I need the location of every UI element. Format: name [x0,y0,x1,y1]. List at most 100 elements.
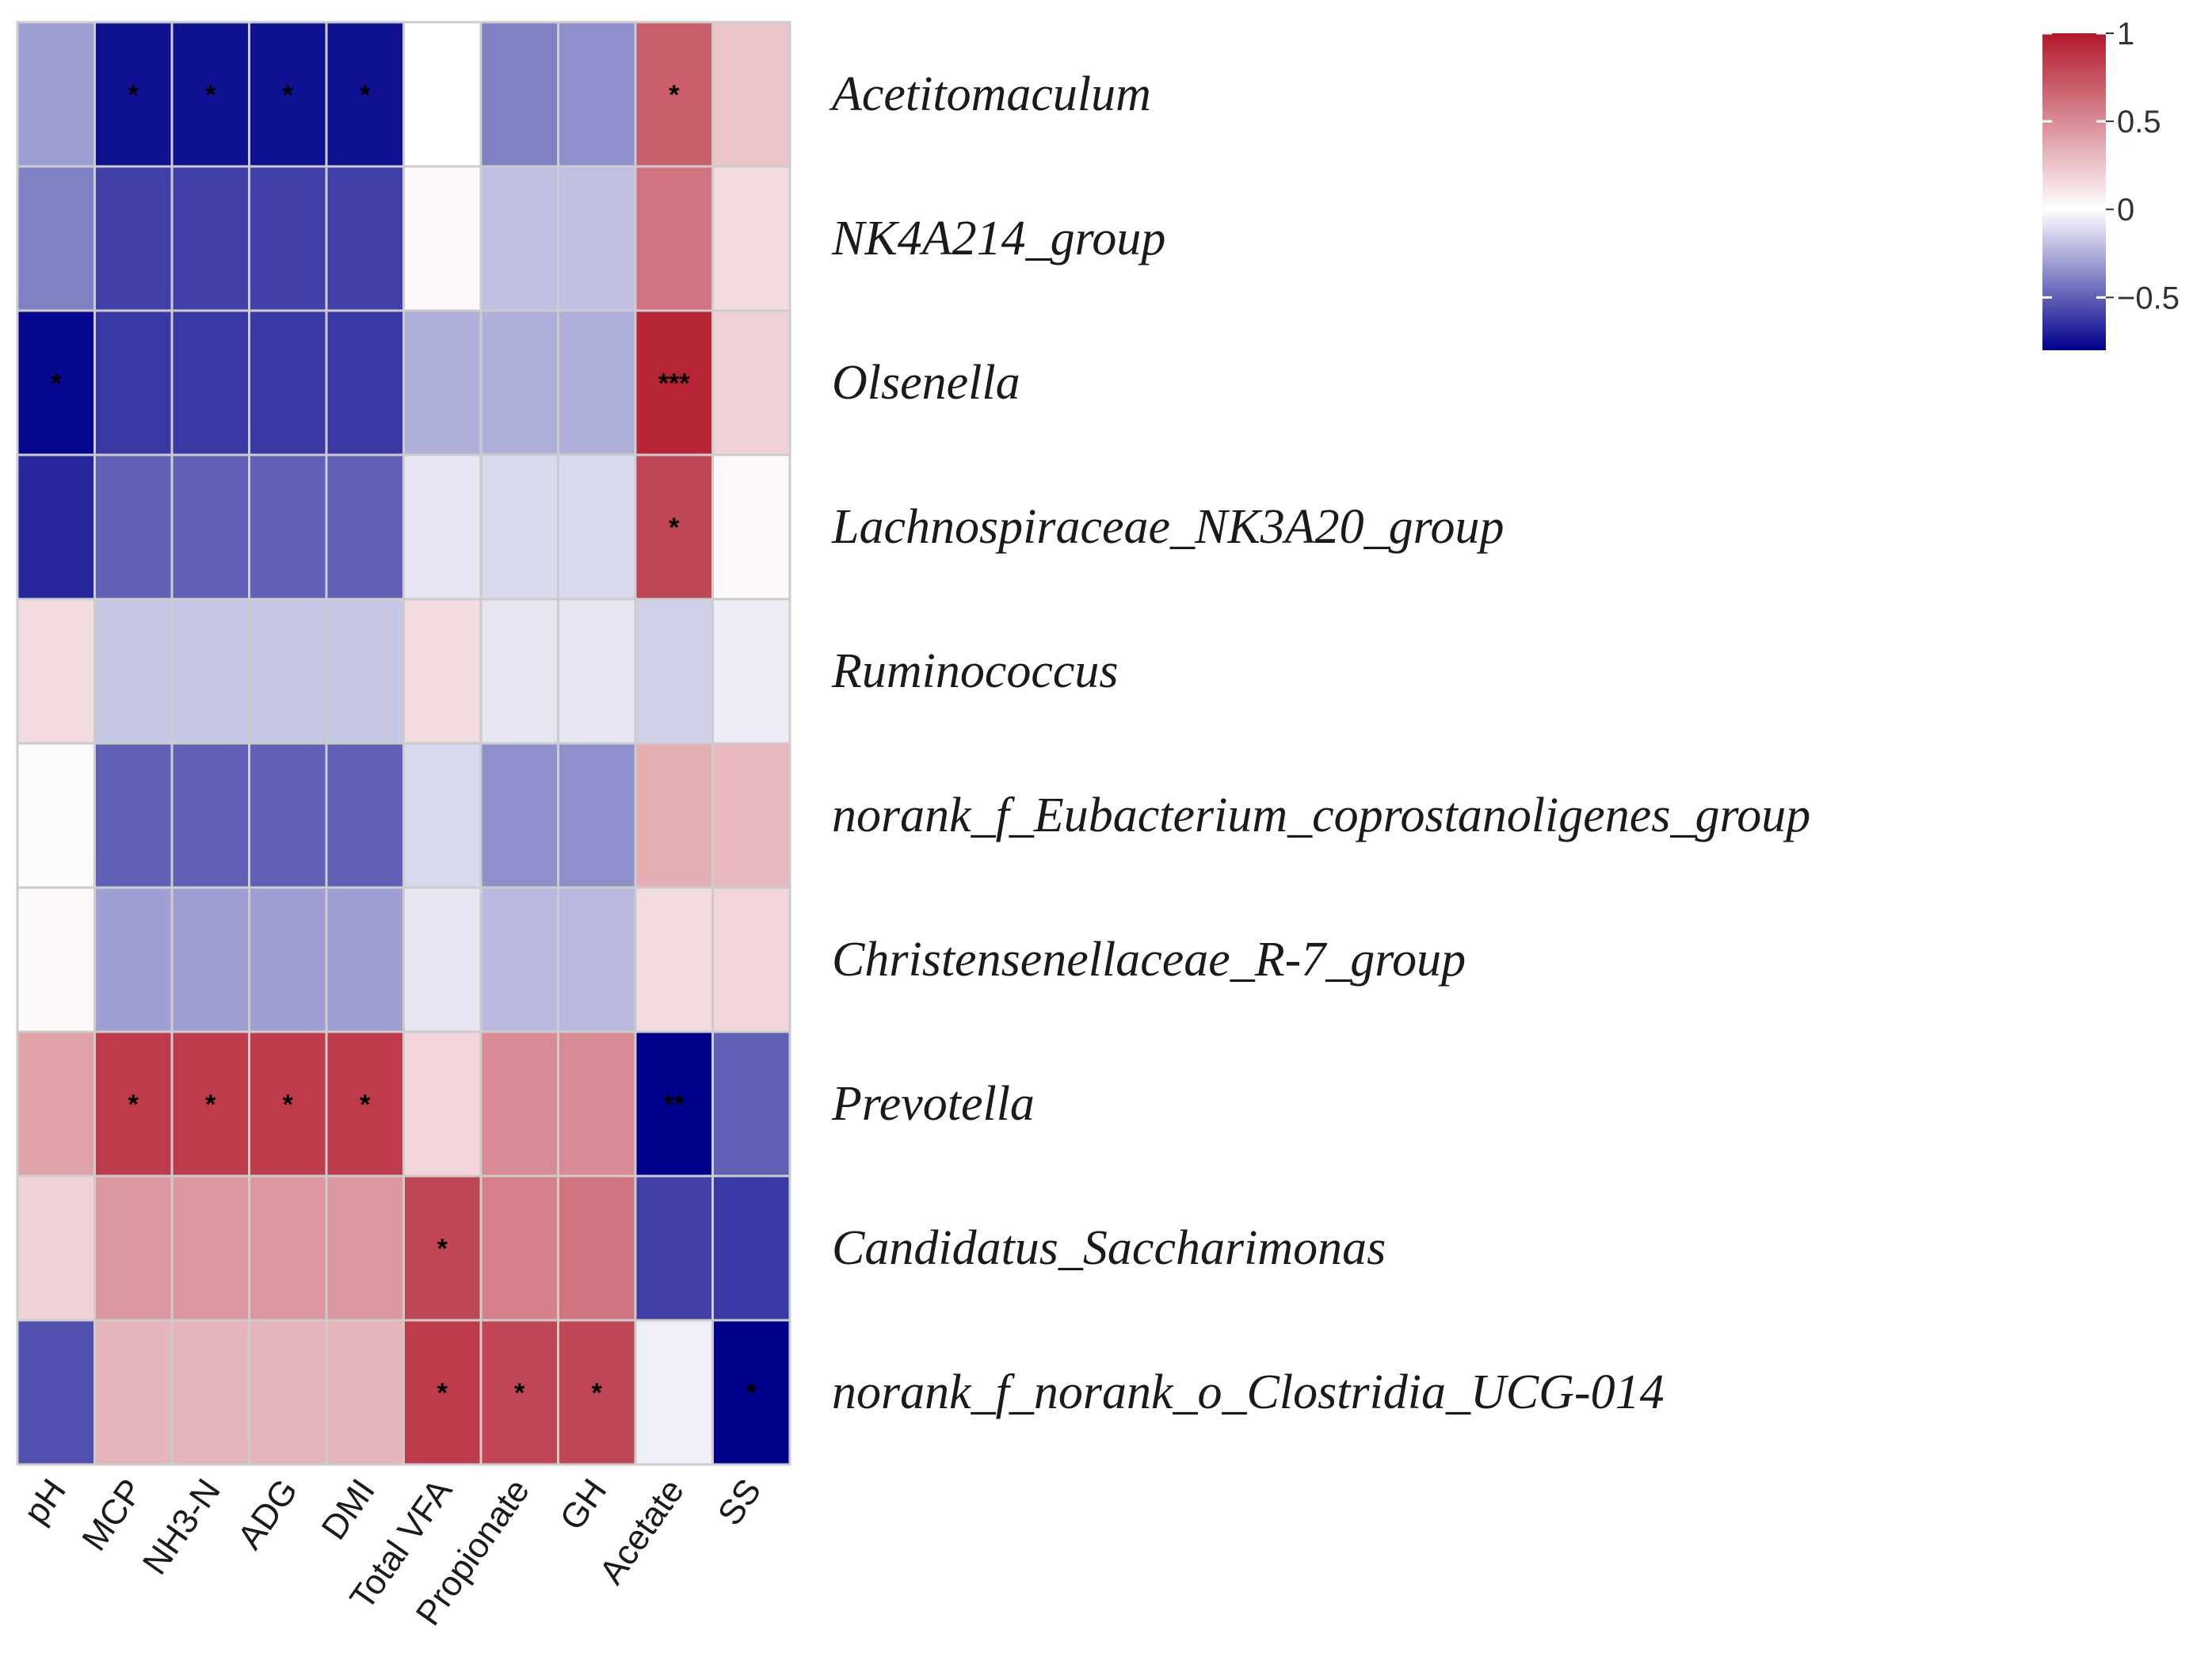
heatmap-cell [325,1319,405,1466]
heatmap-cell [479,1174,559,1322]
colorbar-tick-label: 0 [2117,193,2134,227]
significance-marker: * [669,80,680,110]
heatmap-cell [479,1030,559,1178]
heatmap-cell [325,1174,405,1322]
heatmap-cell [16,309,96,456]
row-label: Acetitomaculum [829,67,1151,121]
heatmap-cell [402,886,482,1033]
heatmap-cell [93,165,174,312]
significance-marker: * [51,368,62,399]
heatmap-cell [170,453,250,601]
significance-marker: * [669,513,680,543]
heatmap-cell [557,1174,637,1322]
heatmap-cell [557,886,637,1033]
significance-markers: * * * * ** ***** * * * **** * * * [51,80,757,1408]
heatmap-cell [248,1174,328,1322]
heatmap-cell [402,742,482,889]
heatmap-cell [557,21,637,168]
heatmap-cell [557,1030,637,1178]
heatmap-cell [248,165,328,312]
heatmap-cell [557,309,637,456]
heatmap-cell [16,1030,96,1178]
heatmap-cell [634,598,714,745]
significance-marker: * [205,1090,216,1120]
column-label: ADG [231,1472,306,1556]
significance-marker: * [514,1378,525,1408]
heatmap-cell [248,309,328,456]
heatmap-cell [93,21,174,168]
row-label: Candidatus_Saccharimonas [832,1221,1386,1275]
significance-marker: * [128,1090,139,1120]
row-label: Christensenellaceae_R-7_group [832,933,1466,987]
heatmap-cell [402,453,482,601]
significance-marker: * [437,1234,448,1264]
column-label: DMI [315,1472,383,1547]
heatmap-cell [16,453,96,601]
heatmap-cell [402,21,482,168]
colorbar-tick-label: 1 [2117,17,2134,52]
heatmap-cell [557,742,637,889]
heatmap-cells [16,21,791,1466]
column-label: pH [17,1472,74,1531]
heatmap-cell [711,309,791,456]
heatmap-cell [557,1319,637,1466]
heatmap-cell [479,453,559,601]
significance-marker: * [128,80,139,110]
significance-marker: *** [658,368,690,399]
heatmap-cell [93,598,174,745]
column-label: NH3-N [135,1472,228,1582]
heatmap-cell [93,1174,174,1322]
column-label: MCP [74,1472,151,1558]
heatmap-cell [93,886,174,1033]
colorbar-tick-label: 0.5 [2117,105,2161,139]
significance-marker: * [746,1378,757,1408]
heatmap-cell [170,165,250,312]
significance-marker: * [360,1090,371,1120]
heatmap-cell [479,309,559,456]
heatmap-cell [711,1174,791,1322]
heatmap-cell [93,309,174,456]
colorbar-legend: 1 0.5 0 −0.5 [2042,17,2180,350]
heatmap-cell [170,1174,250,1322]
heatmap-cell [402,1030,482,1178]
column-label: GH [552,1472,614,1537]
heatmap-cell [479,21,559,168]
colorbar-gradient [2042,33,2106,350]
heatmap-cell [402,309,482,456]
heatmap-cell [711,453,791,601]
heatmap-cell [711,886,791,1033]
heatmap-cell [93,453,174,601]
heatmap-cell [248,742,328,889]
heatmap-cell [711,165,791,312]
heatmap-cell [634,742,714,889]
heatmap-cell [170,1030,250,1178]
heatmap-cell [16,742,96,889]
heatmap-cell [170,598,250,745]
heatmap-cell [325,1030,405,1178]
heatmap-cell [325,598,405,745]
heatmap-cell [170,1319,250,1466]
heatmap-cell [634,165,714,312]
heatmap-cell [16,21,96,168]
significance-marker: * [283,1090,294,1120]
significance-marker: * [437,1378,448,1408]
heatmap-cell [325,742,405,889]
heatmap-cell [479,165,559,312]
heatmap-cell [325,309,405,456]
heatmap-cell [170,21,250,168]
heatmap-cell [248,886,328,1033]
heatmap-cell [325,453,405,601]
row-label: Ruminococcus [831,644,1119,698]
colorbar-ticks: 1 0.5 0 −0.5 [2042,17,2180,315]
heatmap-cell [479,1319,559,1466]
heatmap-cell [634,453,714,601]
heatmap-cell [711,742,791,889]
row-label: norank_f_norank_o_Clostridia_UCG-014 [832,1365,1665,1419]
heatmap-cell [248,453,328,601]
heatmap-cell [402,1174,482,1322]
heatmap-cell [16,1174,96,1322]
heatmap-cell [170,886,250,1033]
heatmap-cell [248,598,328,745]
heatmap-cell [16,165,96,312]
